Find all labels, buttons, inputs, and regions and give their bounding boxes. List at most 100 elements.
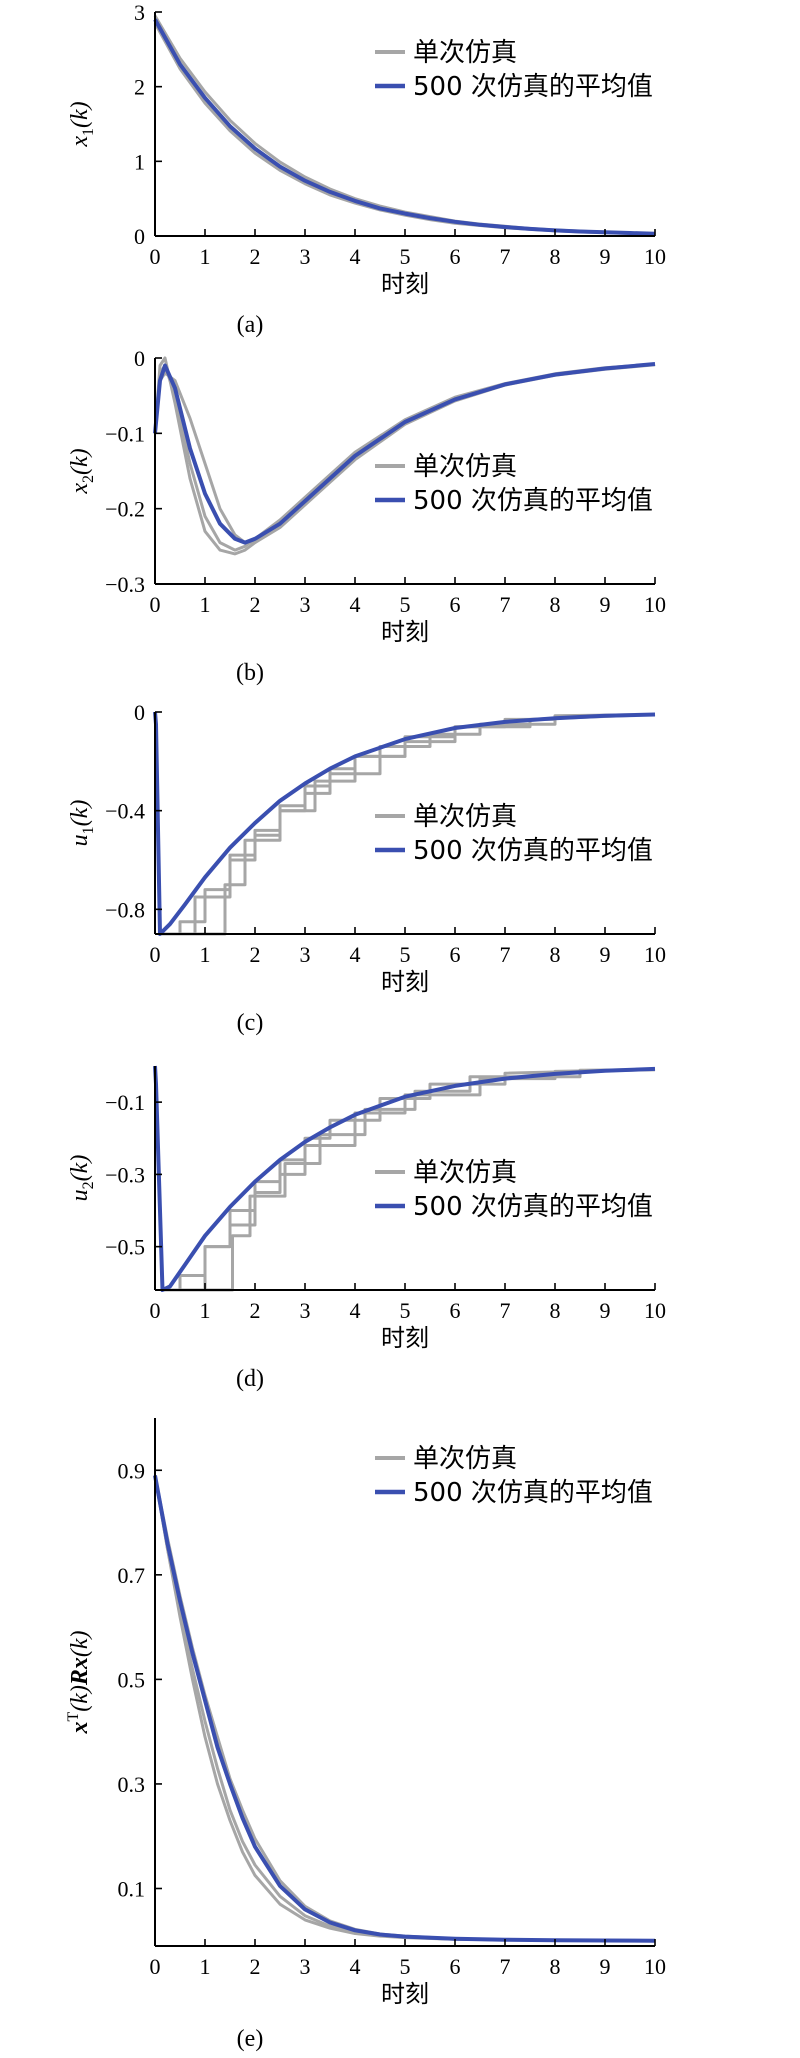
y-tick-label: −0.4 <box>105 799 145 824</box>
y-axis-label: x1(k) <box>67 101 97 147</box>
x-tick-label: 7 <box>500 592 511 617</box>
x-tick-label: 9 <box>600 942 611 967</box>
y-axis-label: u1(k) <box>67 800 97 847</box>
y-tick-label: −0.1 <box>105 421 145 446</box>
legend-label: 500 次仿真的平均值 <box>413 1192 653 1222</box>
y-tick-label: 0 <box>134 346 145 371</box>
x-tick-label: 7 <box>500 1954 511 1979</box>
x-tick-label: 3 <box>300 942 311 967</box>
y-tick-label: 0.7 <box>118 1563 146 1588</box>
legend-label: 500 次仿真的平均值 <box>413 486 653 516</box>
legend-label: 单次仿真 <box>413 1444 517 1474</box>
x-tick-label: 7 <box>500 244 511 269</box>
legend-label: 单次仿真 <box>413 38 517 68</box>
single-run-line <box>153 1475 656 1943</box>
y-tick-label: 0 <box>134 700 145 725</box>
x-tick-label: 3 <box>300 1954 311 1979</box>
panel-label: (e) <box>237 2026 264 2052</box>
x-tick-label: 5 <box>400 592 411 617</box>
x-tick-label: 3 <box>300 592 311 617</box>
x-tick-label: 9 <box>600 592 611 617</box>
legend: 单次仿真 500 次仿真的平均值 <box>375 38 653 102</box>
x-tick-label: 4 <box>350 1954 361 1979</box>
y-tick-label: 0.5 <box>118 1667 146 1692</box>
x-tick-label: 8 <box>550 1298 561 1323</box>
mean-series-line <box>153 1065 656 1292</box>
single-run-line <box>153 1475 656 1943</box>
x-tick-label: 1 <box>200 942 211 967</box>
y-tick-label: 3 <box>134 0 145 25</box>
legend: 单次仿真 500 次仿真的平均值 <box>375 802 653 866</box>
legend-label: 单次仿真 <box>413 802 517 832</box>
x-tick-label: 1 <box>200 592 211 617</box>
legend-label: 500 次仿真的平均值 <box>413 72 653 102</box>
legend-label: 500 次仿真的平均值 <box>413 836 653 866</box>
legend: 单次仿真 500 次仿真的平均值 <box>375 1444 653 1508</box>
x-tick-label: 6 <box>450 1298 461 1323</box>
y-tick-label: −0.3 <box>105 572 145 597</box>
x-tick-label: 4 <box>350 592 361 617</box>
single-run-line <box>153 362 656 552</box>
y-axis-label: u2(k) <box>67 1155 97 1202</box>
x-tick-label: 6 <box>450 244 461 269</box>
x-tick-label: 3 <box>300 244 311 269</box>
x-tick-label: 4 <box>350 942 361 967</box>
x-axis-label: 时刻 <box>381 1324 429 1352</box>
legend: 单次仿真 500 次仿真的平均值 <box>375 1158 653 1222</box>
x-tick-label: 10 <box>644 1298 666 1323</box>
x-tick-label: 7 <box>500 942 511 967</box>
single-run-line <box>162 1068 656 1292</box>
y-axis-label: xT(k)Rx(k) <box>65 1630 93 1734</box>
legend-label: 单次仿真 <box>413 1158 517 1188</box>
chart-panel-c: 0 1 2 3 4 5 6 7 8 9 10 0 −0.4 −0.8 时刻 u1(k) 单次仿真 500 次仿真的… <box>67 700 666 1036</box>
x-tick-label: 10 <box>644 942 666 967</box>
x-tick-label: 6 <box>450 942 461 967</box>
x-tick-label: 10 <box>644 1954 666 1979</box>
y-tick-label: 0 <box>134 224 145 249</box>
panel-label: (c) <box>237 1010 264 1036</box>
x-tick-label: 4 <box>350 1298 361 1323</box>
single-run-line <box>162 1068 656 1292</box>
chart-panel-e: 0 1 2 3 4 5 6 7 8 9 10 0.1 0.3 0.5 0.7 0.9 时刻 xT(k)Rx(k) 单… <box>65 1418 666 2052</box>
x-tick-label: 1 <box>200 1298 211 1323</box>
chart-panel-d: 0 1 2 3 4 5 6 7 8 9 10 −0.1 −0.3 −0.5 时刻 u2(k) 单次仿真 500 次… <box>67 1065 666 1392</box>
single-run-line <box>160 713 656 936</box>
x-tick-label: 2 <box>250 592 261 617</box>
x-tick-label: 10 <box>644 244 666 269</box>
x-tick-label: 0 <box>150 1954 161 1979</box>
x-tick-label: 3 <box>300 1298 311 1323</box>
chart-panel-b: 0 1 2 3 4 5 6 7 8 9 10 0 −0.1 −0.2 −0.3 时刻 x2(k) 单次仿真 500 … <box>67 346 666 686</box>
y-axis-label: x2(k) <box>67 448 97 494</box>
y-tick-label: 1 <box>134 149 145 174</box>
legend: 单次仿真 500 次仿真的平均值 <box>375 452 653 516</box>
legend-label: 500 次仿真的平均值 <box>413 1478 653 1508</box>
x-tick-label: 5 <box>400 244 411 269</box>
x-tick-label: 8 <box>550 592 561 617</box>
mean-series-line <box>153 1475 656 1943</box>
y-tick-label: −0.2 <box>105 497 145 522</box>
x-tick-label: 5 <box>400 1298 411 1323</box>
y-tick-label: −0.3 <box>105 1162 145 1187</box>
x-tick-label: 2 <box>250 1954 261 1979</box>
legend-label: 单次仿真 <box>413 452 517 482</box>
mean-series-line <box>153 18 656 236</box>
y-tick-label: −0.8 <box>105 897 145 922</box>
y-tick-label: −0.1 <box>105 1090 145 1115</box>
x-tick-label: 5 <box>400 942 411 967</box>
x-axis-label: 时刻 <box>381 1980 429 2008</box>
x-tick-label: 5 <box>400 1954 411 1979</box>
x-tick-label: 0 <box>150 942 161 967</box>
chart-panel-a: 0 1 2 3 4 5 6 7 8 9 10 0 1 2 3 时刻 x1(k) 单次仿真 500 次仿真的平均值 (a… <box>67 0 666 338</box>
y-tick-label: 2 <box>134 75 145 100</box>
x-tick-label: 4 <box>350 244 361 269</box>
x-tick-label: 8 <box>550 244 561 269</box>
x-tick-label: 6 <box>450 592 461 617</box>
x-tick-label: 2 <box>250 1298 261 1323</box>
panel-label: (d) <box>236 1366 264 1392</box>
x-tick-label: 9 <box>600 244 611 269</box>
x-tick-label: 0 <box>150 1298 161 1323</box>
x-tick-label: 10 <box>644 592 666 617</box>
panel-label: (a) <box>237 312 264 338</box>
x-axis-label: 时刻 <box>381 270 429 298</box>
